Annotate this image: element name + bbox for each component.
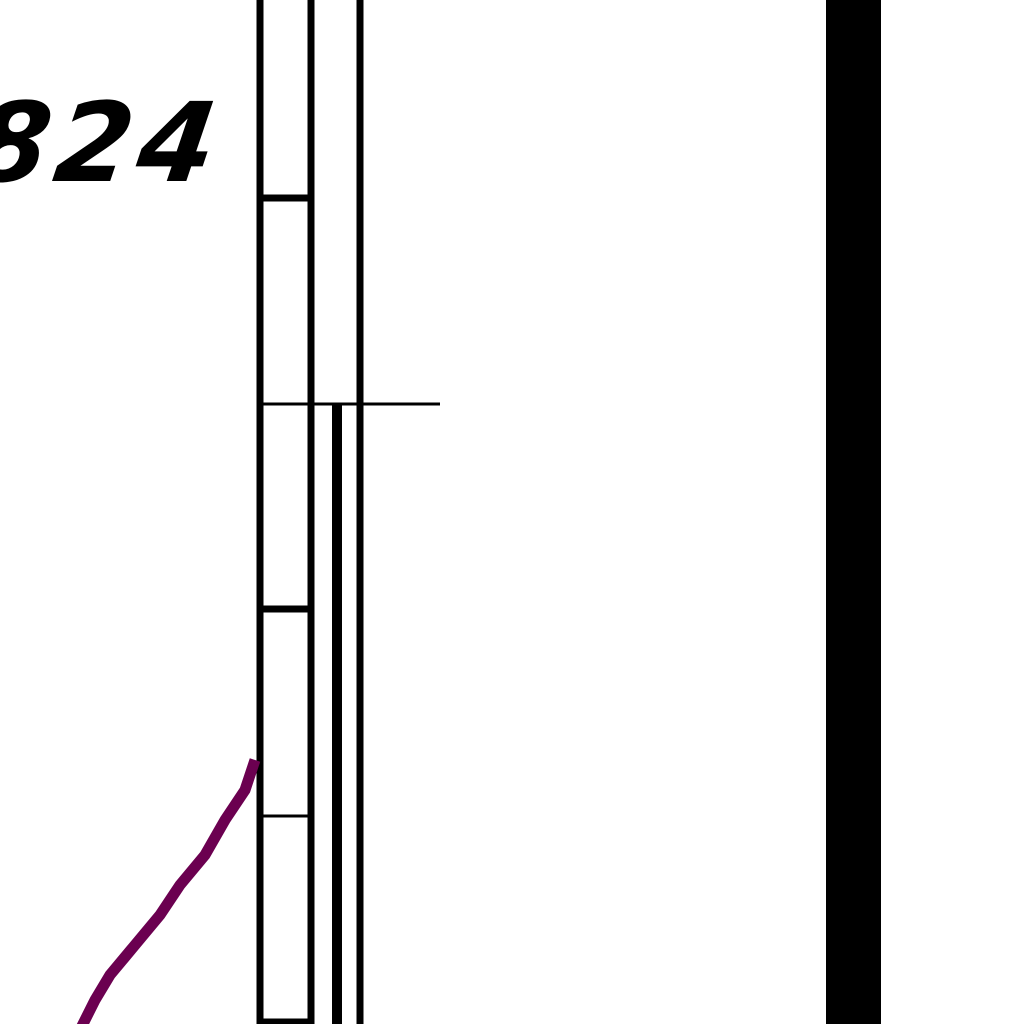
route-line <box>76 758 261 1024</box>
vertical-bar-left <box>256 0 315 1024</box>
feature-number-label: 824 <box>0 79 230 207</box>
vertical-band-right <box>826 0 881 1024</box>
